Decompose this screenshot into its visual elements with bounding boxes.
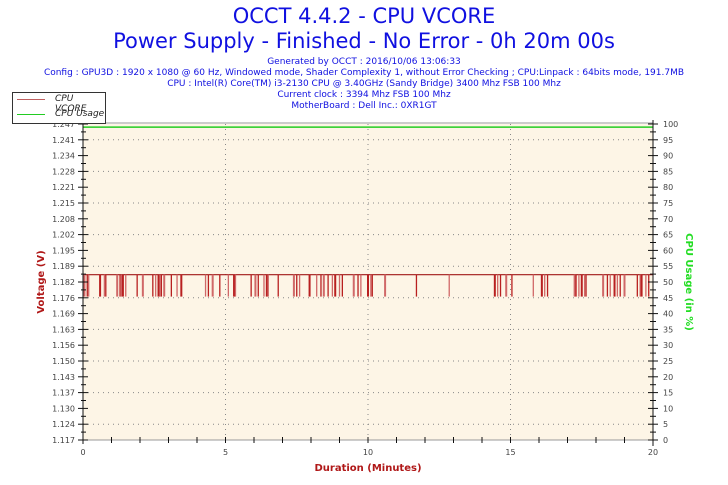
legend: CPU VCORE CPU Usage [12, 92, 106, 124]
legend-item-vcore: CPU VCORE [13, 93, 105, 114]
svg-text:15: 15 [505, 448, 515, 457]
info-config: Config : GPU3D : 1920 x 1080 @ 60 Hz, Wi… [43, 68, 685, 78]
svg-text:55: 55 [663, 262, 673, 271]
svg-text:50: 50 [663, 278, 673, 287]
svg-text:70: 70 [663, 215, 673, 224]
y-axis-label-left: Voltage (V) [36, 250, 47, 313]
svg-text:85: 85 [663, 167, 673, 176]
svg-text:10: 10 [363, 448, 373, 457]
svg-text:10: 10 [663, 404, 673, 413]
grid-lines [83, 124, 653, 440]
info-motherboard: MotherBoard : Dell Inc.: 0XR1GT [291, 101, 437, 111]
legend-label-vcore: CPU VCORE [55, 94, 87, 114]
svg-text:20: 20 [663, 373, 673, 382]
legend-swatch-usage [17, 114, 45, 115]
svg-text:1.241: 1.241 [52, 136, 75, 145]
info-cpu: CPU : Intel(R) Core(TM) i3-2130 CPU @ 3.… [167, 79, 561, 89]
chart-subtitle: Power Supply - Finished - No Error - 0h … [113, 29, 615, 53]
svg-text:25: 25 [663, 357, 673, 366]
svg-text:75: 75 [663, 199, 673, 208]
y-axis-label-right: CPU Usage (in %) [683, 233, 694, 331]
svg-text:1.143: 1.143 [52, 373, 75, 382]
info-generated: Generated by OCCT : 2016/10/06 13:06:33 [267, 57, 461, 67]
svg-text:1.247: 1.247 [52, 120, 75, 129]
svg-text:1.182: 1.182 [52, 278, 75, 287]
svg-text:65: 65 [663, 231, 673, 240]
svg-text:1.202: 1.202 [52, 231, 75, 240]
svg-text:0: 0 [663, 436, 668, 445]
svg-text:5: 5 [663, 420, 668, 429]
legend-item-usage: CPU Usage [13, 108, 105, 122]
svg-text:95: 95 [663, 136, 673, 145]
svg-text:1.124: 1.124 [52, 420, 75, 429]
svg-text:1.195: 1.195 [52, 246, 75, 255]
svg-text:20: 20 [648, 448, 658, 457]
legend-swatch-vcore [17, 99, 45, 100]
svg-text:35: 35 [663, 325, 673, 334]
chart-title: OCCT 4.4.2 - CPU VCORE [232, 4, 496, 28]
svg-text:1.117: 1.117 [52, 436, 75, 445]
svg-text:0: 0 [80, 448, 85, 457]
vcore-series [83, 274, 653, 297]
svg-text:1.169: 1.169 [52, 310, 75, 319]
svg-text:1.189: 1.189 [52, 262, 75, 271]
svg-text:1.150: 1.150 [52, 357, 75, 366]
info-clock: Current clock : 3394 Mhz FSB 100 Mhz [277, 90, 451, 100]
svg-text:40: 40 [663, 310, 673, 319]
svg-text:60: 60 [663, 246, 673, 255]
svg-text:1.221: 1.221 [52, 183, 75, 192]
svg-text:5: 5 [223, 448, 228, 457]
svg-text:15: 15 [663, 389, 673, 398]
svg-text:1.208: 1.208 [52, 215, 75, 224]
svg-text:1.163: 1.163 [52, 325, 75, 334]
svg-text:30: 30 [663, 341, 673, 350]
svg-text:80: 80 [663, 183, 673, 192]
svg-text:1.215: 1.215 [52, 199, 75, 208]
svg-text:1.228: 1.228 [52, 167, 75, 176]
svg-text:1.156: 1.156 [52, 341, 75, 350]
axes: 1.117 1.124 1.130 1.137 1.143 1.150 1.156 1.163… [52, 120, 678, 457]
svg-text:1.130: 1.130 [52, 404, 75, 413]
svg-text:45: 45 [663, 294, 673, 303]
svg-text:90: 90 [663, 152, 673, 161]
svg-text:1.137: 1.137 [52, 389, 75, 398]
svg-text:1.234: 1.234 [52, 152, 75, 161]
svg-text:1.176: 1.176 [52, 294, 75, 303]
legend-label-usage: CPU Usage [55, 109, 105, 119]
svg-text:100: 100 [663, 120, 678, 129]
x-axis-label: Duration (Minutes) [314, 463, 421, 474]
